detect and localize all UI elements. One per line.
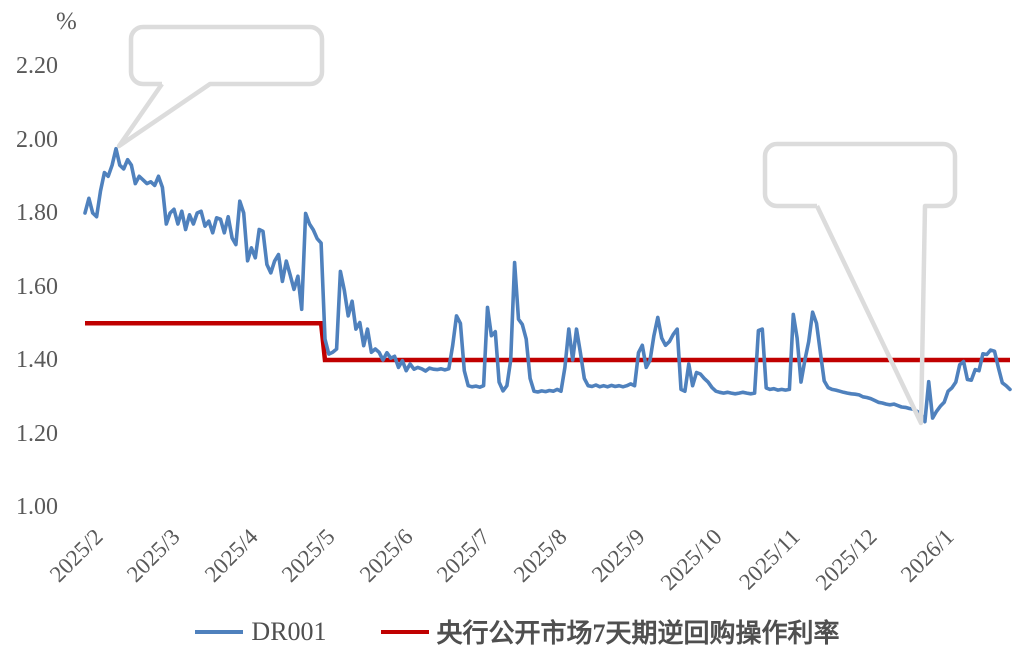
- policy-rate-line: [85, 321, 1010, 363]
- y-axis-unit-label: %: [56, 8, 77, 35]
- y-tick-label: 1.20: [16, 420, 58, 447]
- policy-rate-legend-label: 央行公开市场7天期逆回购操作利率: [436, 619, 840, 648]
- dr001-line: [83, 146, 1012, 424]
- chart-legend: DR001 央行公开市场7天期逆回购操作利率: [0, 613, 1035, 650]
- y-tick-label: 1.00: [16, 494, 58, 520]
- policy-rate-legend-swatch: [380, 629, 429, 634]
- y-tick-label: 2.00: [16, 126, 58, 153]
- y-tick-label: 1.60: [16, 273, 58, 300]
- callout-peak: [116, 24, 325, 149]
- y-tick-label: 1.40: [16, 347, 58, 373]
- dr001-legend-swatch: [195, 629, 244, 634]
- y-tick-label: 2.20: [16, 53, 58, 79]
- dr001-legend-label: DR001: [251, 616, 327, 646]
- callout-trough: [762, 141, 958, 426]
- y-tick-label: 1.80: [16, 200, 58, 226]
